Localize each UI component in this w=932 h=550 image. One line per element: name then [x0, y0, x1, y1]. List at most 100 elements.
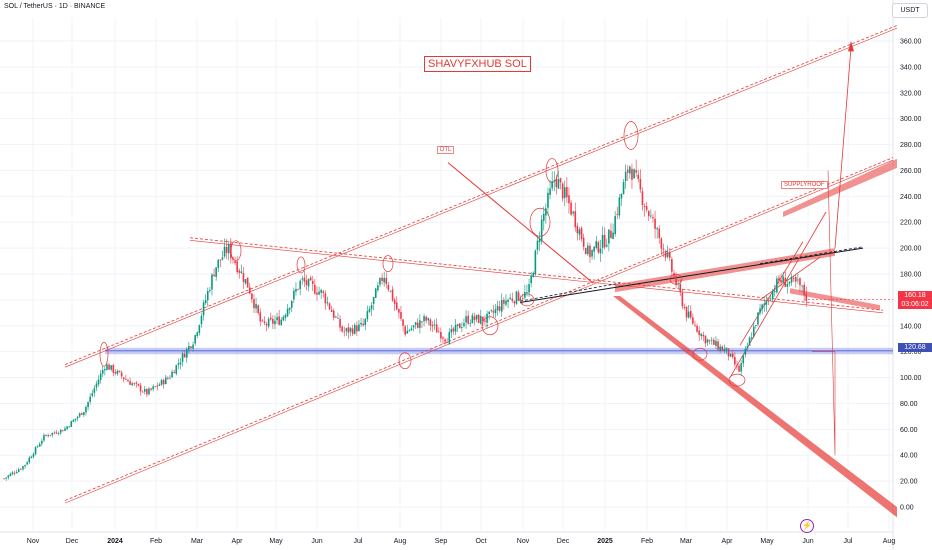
candle-body: [274, 320, 276, 325]
candle-body: [482, 316, 484, 322]
candle-body: [488, 311, 490, 314]
projection-up-arrowhead: [848, 41, 854, 52]
supplyroof-label[interactable]: SUPPLYROOF: [781, 181, 828, 189]
candle-body: [765, 301, 768, 305]
candle-body: [448, 332, 451, 344]
candle-body: [746, 346, 749, 349]
candle-body: [710, 339, 713, 341]
candle-body: [169, 377, 171, 379]
last-price-label: 160.18 03:06:02: [898, 290, 932, 309]
candle-body: [450, 329, 453, 333]
candle-body: [805, 293, 808, 301]
y-tick-label: 80.00: [900, 401, 918, 408]
candle-body: [55, 432, 58, 434]
candle-body: [610, 230, 612, 239]
y-tick-label: 300.00: [900, 116, 922, 123]
candle-body: [446, 342, 448, 343]
candle-body: [152, 386, 154, 390]
candle-body: [353, 324, 356, 334]
candle-body: [624, 171, 627, 182]
wedge-cap: [759, 256, 821, 301]
candle-body: [282, 316, 285, 321]
candle-body: [219, 259, 222, 261]
candle-body: [351, 328, 354, 334]
candle-body: [683, 307, 686, 308]
candle-body: [721, 346, 724, 351]
candle-body: [30, 456, 33, 459]
candle-body: [643, 206, 646, 208]
candle-body: [137, 383, 140, 386]
candle-body: [185, 348, 188, 358]
candle-body: [146, 388, 148, 395]
candle-body: [133, 383, 136, 385]
symbol-header[interactable]: SOL / TetherUS · 1D · BINANCE: [4, 3, 106, 10]
x-tick-label: Jun: [802, 538, 813, 545]
currency-button[interactable]: USDT: [892, 3, 928, 18]
candle-body: [284, 314, 287, 318]
candle-body: [167, 378, 169, 379]
candle-body: [206, 291, 209, 301]
candle-body: [177, 363, 180, 365]
candle-body: [330, 309, 333, 312]
candle-body: [335, 316, 337, 318]
candle-body: [498, 306, 501, 311]
candle-body: [635, 170, 637, 173]
candle-body: [767, 300, 770, 302]
candle-body: [383, 278, 385, 283]
candle-body: [566, 186, 568, 198]
y-tick-label: 240.00: [900, 194, 922, 201]
candle-body: [505, 300, 507, 305]
candle-body: [398, 308, 400, 313]
candle-body: [148, 388, 150, 395]
candle-body: [230, 243, 232, 259]
candle-body: [597, 242, 600, 253]
chart-title-annotation[interactable]: SHAVYFXHUB SOL: [424, 56, 531, 72]
flash-icon[interactable]: ⚡: [800, 519, 814, 533]
candle-body: [463, 323, 465, 327]
candle-body: [773, 290, 776, 292]
candle-body: [574, 211, 577, 228]
candle-body: [748, 337, 751, 346]
candle-body: [689, 310, 692, 318]
x-tick-label: Apr: [722, 538, 734, 545]
candle-body: [307, 279, 310, 287]
candle-body: [248, 287, 251, 294]
candle-body: [769, 299, 772, 301]
candle-body: [236, 261, 238, 273]
candle-body: [782, 276, 784, 283]
candle-body: [221, 257, 224, 260]
candle-body: [526, 292, 528, 293]
x-tick-label: Jul: [844, 538, 853, 545]
candle-body: [240, 271, 243, 274]
x-tick-label: May: [760, 538, 774, 545]
highlight-ellipse: [230, 240, 242, 262]
dtl-label[interactable]: DTL: [437, 146, 455, 154]
candle-body: [234, 261, 236, 264]
candle-body: [129, 381, 131, 385]
candle-body: [406, 330, 409, 334]
candle-body: [641, 191, 644, 206]
candle-body: [538, 239, 541, 242]
candle-body: [759, 308, 761, 313]
candle-body: [584, 247, 587, 255]
x-tick-label: Mar: [680, 538, 693, 545]
candle-body: [114, 371, 117, 374]
highlight-ellipse: [728, 373, 746, 387]
candle-body: [668, 251, 671, 258]
candle-body: [555, 178, 558, 188]
candle-body: [320, 289, 322, 293]
candle-body: [656, 228, 658, 230]
candle-body: [341, 326, 343, 332]
candle-body: [582, 237, 585, 247]
candle-body: [729, 353, 732, 357]
candle-body: [568, 195, 570, 204]
x-tick-label: Sep: [435, 538, 448, 545]
candle-body: [13, 472, 16, 474]
candle-body: [761, 304, 763, 309]
candle-body: [303, 277, 306, 282]
candle-body: [494, 309, 497, 314]
candle-body: [64, 428, 66, 431]
candle-body: [246, 277, 249, 288]
candle-body: [639, 178, 642, 190]
